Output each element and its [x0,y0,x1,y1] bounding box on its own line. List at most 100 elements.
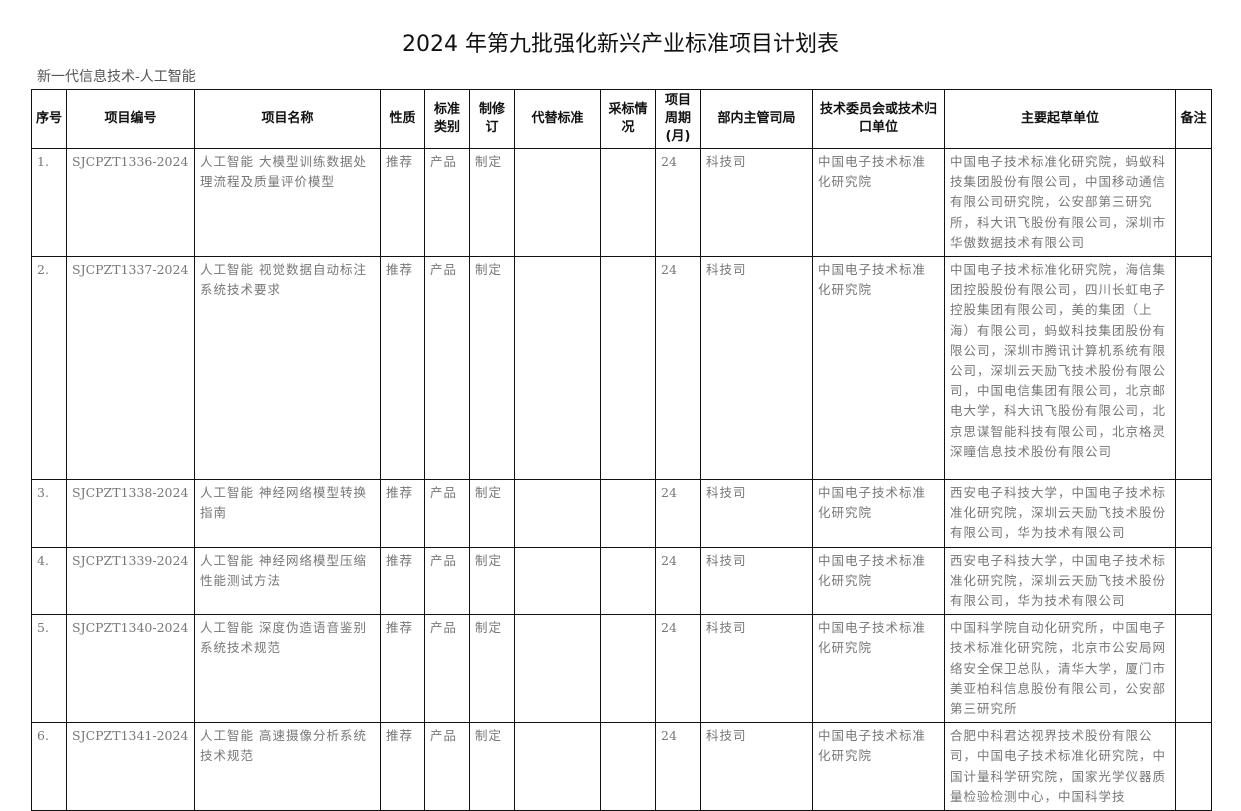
cell-replace [514,722,601,811]
cell-code: SJCPZT1336-2024 [66,147,195,258]
table-row: 4. SJCPZT1339-2024 人工智能 神经网络模型压缩性能测试方法 推荐 产品… [31,546,1212,616]
table-header-row: 序号 项目编号 项目名称 性质 标准类别 制修订 代替标准 采标情况 项目周期(月) 部内主管司局… [31,89,1212,149]
cell-no: 5. [31,614,67,724]
cell-nature: 推荐 [380,147,425,258]
cell-note [1175,479,1212,548]
cell-tc: 中国电子技术标准化研究院 [812,614,945,724]
cell-adopt [600,546,656,616]
cell-category: 产品 [424,256,470,481]
cell-category: 产品 [424,479,470,548]
cell-note [1175,546,1212,616]
table-row: 5. SJCPZT1340-2024 人工智能 深度伪造语音鉴别系统技术规范 推荐 产品… [31,614,1212,724]
cell-replace [514,256,601,481]
cell-dept: 科技司 [700,614,813,724]
table-row: 6. SJCPZT1341-2024 人工智能 高速摄像分析系统技术规范 推荐 产品 制定… [31,722,1212,811]
cell-code: SJCPZT1340-2024 [66,614,195,724]
header-name: 项目名称 [194,89,381,149]
cell-nature: 推荐 [380,614,425,724]
project-plan-table: 序号 项目编号 项目名称 性质 标准类别 制修订 代替标准 采标情况 项目周期(月) 部内主管司局… [31,89,1212,811]
cell-revision: 制定 [469,479,515,548]
cell-drafters: 西安电子科技大学，中国电子技术标准化研究院，深圳云天励飞技术股份有限公司，华为技… [944,546,1176,616]
cell-revision: 制定 [469,722,515,811]
cell-note [1175,722,1212,811]
cell-note [1175,614,1212,724]
cell-revision: 制定 [469,614,515,724]
cell-tc: 中国电子技术标准化研究院 [812,147,945,258]
cell-no: 1. [31,147,67,258]
cell-tc: 中国电子技术标准化研究院 [812,546,945,616]
cell-name: 人工智能 深度伪造语音鉴别系统技术规范 [194,614,381,724]
table-row: 2. SJCPZT1337-2024 人工智能 视觉数据自动标注系统技术要求 推荐 产品… [31,256,1212,481]
cell-category: 产品 [424,147,470,258]
cell-code: SJCPZT1339-2024 [66,546,195,616]
cell-drafters: 中国科学院自动化研究所，中国电子技术标准化研究院，北京市公安局网络安全保卫总队，… [944,614,1176,724]
cell-period: 24 [655,147,701,258]
cell-dept: 科技司 [700,479,813,548]
cell-note [1175,147,1212,258]
cell-drafters: 中国电子技术标准化研究院，海信集团控股股份有限公司，四川长虹电子控股集团有限公司… [944,256,1176,481]
cell-adopt [600,722,656,811]
cell-note [1175,256,1212,481]
cell-period: 24 [655,479,701,548]
cell-period: 24 [655,546,701,616]
cell-adopt [600,147,656,258]
cell-no: 6. [31,722,67,811]
cell-revision: 制定 [469,256,515,481]
header-dept: 部内主管司局 [700,89,813,149]
cell-replace [514,147,601,258]
header-note: 备注 [1175,89,1212,149]
cell-revision: 制定 [469,147,515,258]
cell-adopt [600,479,656,548]
cell-tc: 中国电子技术标准化研究院 [812,722,945,811]
cell-adopt [600,614,656,724]
cell-replace [514,546,601,616]
cell-tc: 中国电子技术标准化研究院 [812,479,945,548]
cell-name: 人工智能 大模型训练数据处理流程及质量评价模型 [194,147,381,258]
cell-name: 人工智能 视觉数据自动标注系统技术要求 [194,256,381,481]
cell-dept: 科技司 [700,256,813,481]
cell-drafters: 合肥中科君达视界技术股份有限公司，中国电子技术标准化研究院，中国计量科学研究院，… [944,722,1176,811]
cell-code: SJCPZT1337-2024 [66,256,195,481]
cell-category: 产品 [424,614,470,724]
cell-nature: 推荐 [380,722,425,811]
cell-period: 24 [655,614,701,724]
cell-drafters: 西安电子科技大学，中国电子技术标准化研究院，深圳云天励飞技术股份有限公司，华为技… [944,479,1176,548]
cell-name: 人工智能 神经网络模型转换指南 [194,479,381,548]
header-replace: 代替标准 [514,89,601,149]
cell-code: SJCPZT1341-2024 [66,722,195,811]
header-tc: 技术委员会或技术归口单位 [812,89,945,149]
cell-code: SJCPZT1338-2024 [66,479,195,548]
cell-no: 4. [31,546,67,616]
cell-category: 产品 [424,546,470,616]
cell-period: 24 [655,256,701,481]
cell-dept: 科技司 [700,147,813,258]
cell-nature: 推荐 [380,546,425,616]
cell-name: 人工智能 神经网络模型压缩性能测试方法 [194,546,381,616]
cell-dept: 科技司 [700,546,813,616]
cell-dept: 科技司 [700,722,813,811]
header-period: 项目周期(月) [655,89,701,149]
cell-replace [514,614,601,724]
header-revision: 制修订 [469,89,515,149]
cell-nature: 推荐 [380,479,425,548]
cell-no: 2. [31,256,67,481]
cell-no: 3. [31,479,67,548]
header-serial: 序号 [31,89,67,149]
cell-name: 人工智能 高速摄像分析系统技术规范 [194,722,381,811]
header-adopt: 采标情况 [600,89,656,149]
section-label: 新一代信息技术-人工智能 [37,69,196,85]
cell-replace [514,479,601,548]
header-drafters: 主要起草单位 [944,89,1176,149]
header-category: 标准类别 [424,89,470,149]
cell-adopt [600,256,656,481]
cell-period: 24 [655,722,701,811]
cell-nature: 推荐 [380,256,425,481]
header-code: 项目编号 [66,89,195,149]
cell-drafters: 中国电子技术标准化研究院，蚂蚁科技集团股份有限公司，中国移动通信有限公司研究院，… [944,147,1176,258]
table-row: 1. SJCPZT1336-2024 人工智能 大模型训练数据处理流程及质量评价模型… [31,147,1212,258]
cell-category: 产品 [424,722,470,811]
table-row: 3. SJCPZT1338-2024 人工智能 神经网络模型转换指南 推荐 产品 制定 24… [31,479,1212,548]
cell-revision: 制定 [469,546,515,616]
cell-tc: 中国电子技术标准化研究院 [812,256,945,481]
header-nature: 性质 [380,89,425,149]
